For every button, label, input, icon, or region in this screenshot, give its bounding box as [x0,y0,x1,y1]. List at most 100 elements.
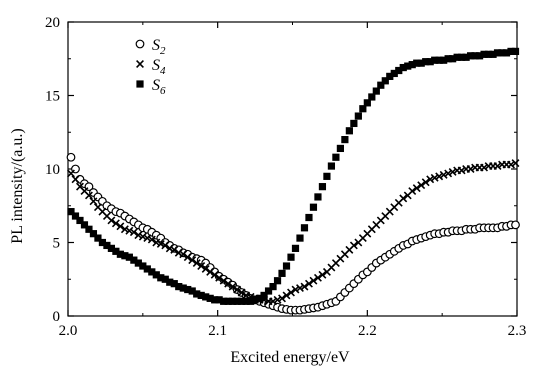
data-point-s6 [480,50,488,58]
data-point-s4 [300,282,309,291]
legend-marker-s6 [136,80,144,88]
data-point-s2 [511,220,520,230]
data-point-s6 [498,49,506,57]
data-point-s4 [201,264,210,273]
legend-label-s2: S2 [152,37,166,57]
data-point-s4 [89,197,98,206]
data-point-s6 [193,290,201,298]
data-point-s6 [327,162,336,170]
data-point-s4 [444,169,453,178]
legend-marker-s2 [135,39,145,49]
data-point-s4 [242,291,251,300]
data-point-s6 [152,271,160,279]
data-point-s6 [422,58,430,66]
data-point-s4 [430,173,439,182]
data-point-s6 [107,244,116,252]
data-point-s4 [448,167,457,176]
data-point-s4 [183,253,192,262]
data-point-s6 [381,77,389,85]
data-point-s4 [188,256,197,265]
data-point-s6 [71,212,80,220]
data-point-s6 [475,52,484,60]
data-point-s6 [296,234,304,242]
data-point-s6 [197,291,205,300]
data-point-s6 [458,53,466,61]
data-point-s4 [129,228,138,237]
data-point-s6 [314,193,322,201]
data-point-s4 [412,184,421,193]
data-point-s6 [269,283,277,291]
data-point-s6 [67,208,75,216]
data-point-s4 [408,187,417,196]
data-point-s6 [368,93,376,101]
data-point-s6 [332,153,340,161]
data-point-s6 [211,296,219,304]
data-point-s6 [80,221,89,229]
data-point-s4 [116,222,125,231]
data-markers [66,47,520,315]
data-point-s6 [130,256,138,264]
data-point-s6 [431,56,439,64]
data-point-s6 [395,66,403,75]
data-point-s4 [147,235,156,244]
data-point-s4 [237,288,246,297]
data-point-s6 [188,287,196,295]
data-point-s6 [309,203,318,211]
data-point-s6 [449,55,457,63]
data-point-s6 [502,49,511,57]
data-point-s6 [242,297,250,305]
data-point-s6 [372,87,380,95]
data-point-s6 [484,50,493,58]
data-point-s4 [165,244,174,253]
data-point-s4 [291,285,300,294]
data-point-s4 [282,291,291,300]
data-point-s6 [89,230,98,238]
data-point-s6 [287,253,295,261]
data-point-s4 [179,250,188,259]
data-point-s4 [224,279,233,288]
data-point-s6 [85,225,93,233]
data-point-s4 [421,178,430,187]
data-point-s6 [139,262,147,270]
data-point-s6 [363,99,371,107]
x-axis-title: Excited energy/eV [230,349,350,366]
data-point-s6 [404,62,412,70]
data-point-s4 [417,181,426,190]
data-point-s6 [444,55,452,63]
data-point-s6 [453,53,461,61]
data-point-s4 [313,273,322,282]
data-point-s6 [359,105,367,113]
data-point-s6 [255,294,264,302]
data-point-s4 [161,241,170,250]
data-point-s4 [296,284,304,293]
data-point-s4 [457,166,466,175]
data-point-s6 [116,250,124,258]
y-axis-ticks: 0 5 10 15 20 [45,15,517,325]
data-point-s4 [507,160,515,169]
y-tick-label: 20 [45,15,60,31]
data-point-s6 [112,247,120,255]
data-point-s4 [466,165,475,173]
data-point-s6 [121,252,129,260]
data-point-s6 [507,47,515,55]
data-point-s6 [341,136,349,144]
data-point-s6 [220,297,228,305]
data-point-s4 [143,234,152,243]
data-point-s6 [251,296,259,304]
data-point-s4 [426,175,435,184]
data-point-s6 [413,59,421,67]
data-point-s6 [318,183,327,191]
data-point-s4 [304,279,313,288]
data-point-s6 [224,297,232,305]
y-tick-label: 0 [53,309,61,325]
y-tick-label: 15 [45,89,60,105]
data-point-s2 [66,152,76,162]
data-point-s4 [84,191,93,200]
data-point-s4 [269,297,278,306]
data-point-s6 [157,274,165,282]
data-point-s6 [143,265,151,273]
data-point-s6 [76,216,84,225]
data-point-s4 [192,259,201,268]
data-point-s6 [260,291,268,300]
